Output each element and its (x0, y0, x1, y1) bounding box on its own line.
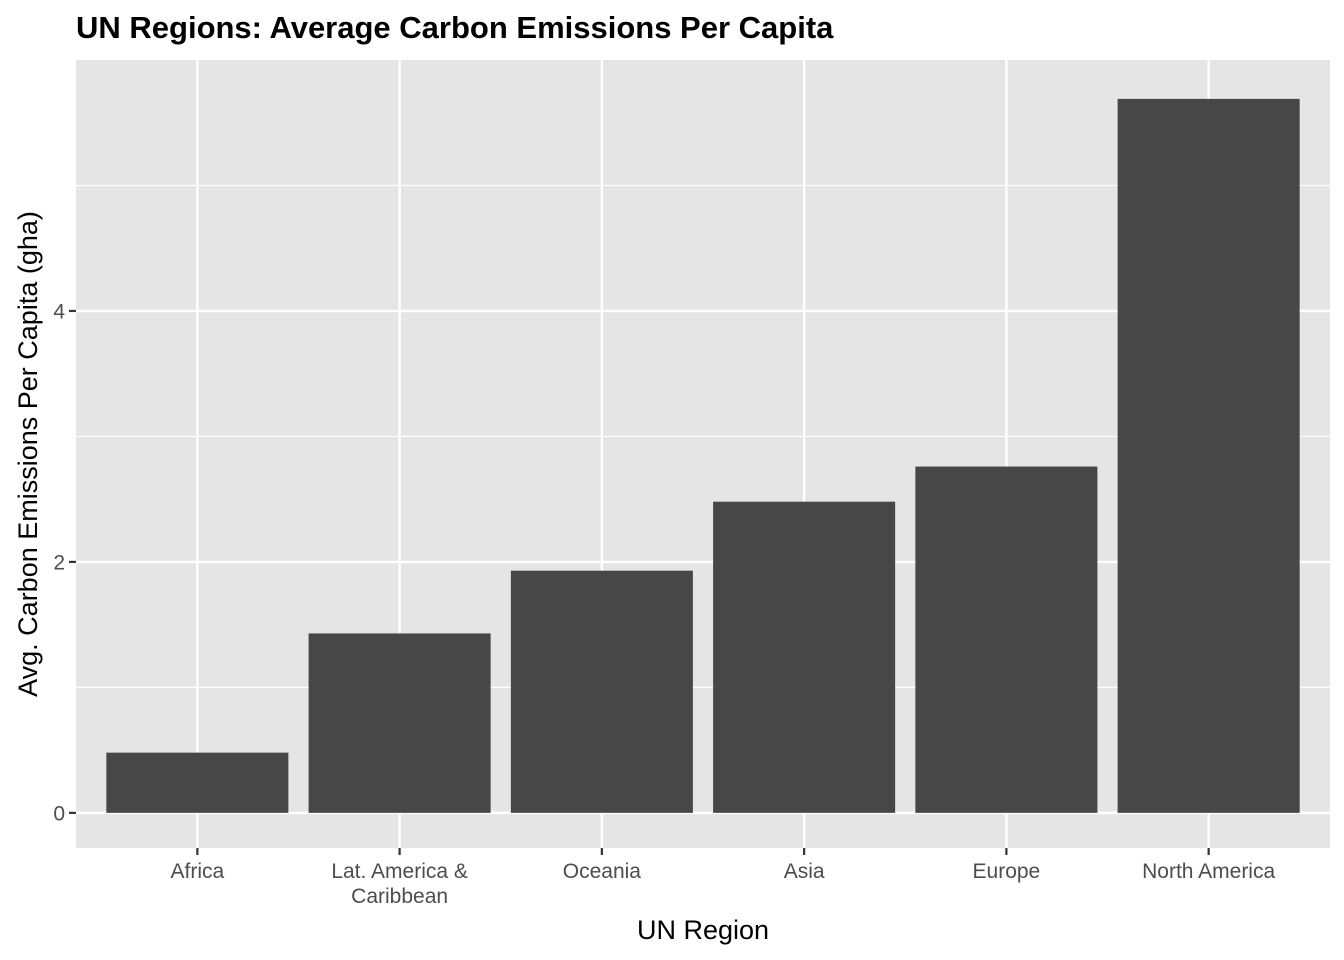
x-tick-label-line: North America (1142, 860, 1275, 883)
x-tick-label-line: Lat. America & (331, 860, 468, 883)
y-axis-title: Avg. Carbon Emissions Per Capita (gha) (13, 211, 43, 697)
bar (713, 501, 896, 813)
x-axis-title: UN Region (637, 915, 769, 945)
x-tick-label: Europe (973, 860, 1041, 883)
x-tick-label-line: Oceania (563, 860, 642, 883)
x-tick-label-line: Caribbean (351, 885, 448, 908)
bar (1117, 98, 1300, 813)
x-tick-label: North America (1142, 860, 1275, 883)
x-tick-label: Asia (784, 860, 825, 883)
bars (106, 98, 1300, 813)
x-tick-label: Africa (171, 860, 225, 883)
bar (308, 633, 491, 813)
x-axis: Africa Lat. America & Caribbean Oceania Asia… (171, 848, 1275, 908)
chart-title: UN Regions: Average Carbon Emissions Per… (76, 10, 834, 45)
x-tick-label: Oceania (563, 860, 642, 883)
x-tick-label: Lat. America & Caribbean (331, 860, 468, 908)
x-tick-label-line: Asia (784, 860, 825, 883)
y-tick-label: 2 (53, 551, 65, 574)
x-tick-label-line: Europe (973, 860, 1041, 883)
bar (510, 570, 693, 813)
x-tick-label-line: Africa (171, 860, 225, 883)
y-axis: 0 2 4 (53, 300, 76, 825)
bar (106, 752, 289, 813)
y-tick-label: 4 (53, 300, 65, 323)
y-tick-label: 0 (53, 802, 65, 825)
bar (915, 466, 1098, 813)
